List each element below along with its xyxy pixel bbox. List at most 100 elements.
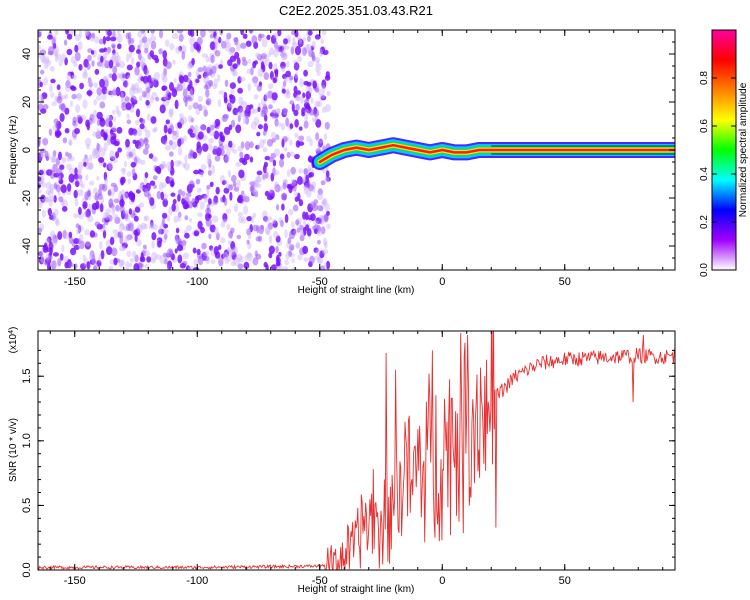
noise-blob [38, 151, 44, 160]
noise-blob [56, 53, 62, 60]
noise-blob [316, 230, 323, 236]
noise-blob [316, 70, 321, 76]
noise-blob [196, 194, 203, 201]
noise-blob [255, 175, 261, 183]
noise-blob [220, 40, 227, 49]
noise-blob [238, 169, 245, 179]
noise-blob [177, 215, 182, 222]
noise-blob [131, 168, 136, 177]
noise-blob [232, 107, 239, 116]
noise-blob [249, 30, 253, 34]
noise-blob [262, 147, 268, 153]
noise-blob [293, 109, 299, 117]
noise-blob [66, 72, 72, 81]
noise-blob [111, 52, 116, 62]
noise-blob [223, 179, 228, 185]
noise-blob [270, 152, 277, 159]
noise-blob [314, 255, 320, 261]
noise-blob [193, 102, 199, 110]
noise-blob [187, 30, 193, 36]
noise-blob [123, 160, 128, 168]
noise-blob [246, 228, 252, 233]
noise-blob [310, 200, 315, 209]
noise-blob [235, 124, 242, 134]
noise-blob [93, 265, 98, 270]
noise-blob [311, 117, 318, 123]
noise-blob [243, 205, 249, 215]
noise-blob [243, 261, 250, 269]
noise-blob [94, 148, 101, 158]
noise-blob [188, 180, 195, 189]
noise-blob [181, 116, 187, 125]
noise-blob [280, 52, 287, 58]
noise-blob [226, 223, 231, 230]
noise-blob [280, 61, 286, 69]
noise-blob [317, 188, 323, 196]
noise-blob [277, 30, 282, 37]
noise-blob [256, 84, 262, 92]
noise-blob [101, 93, 107, 101]
noise-blob [155, 96, 160, 102]
noise-blob [203, 255, 210, 261]
noise-blob [134, 254, 139, 263]
y-tick-label: 40 [21, 48, 33, 60]
noise-blob [80, 183, 85, 189]
noise-blob [267, 83, 274, 90]
noise-blob [203, 109, 208, 117]
noise-blob [110, 182, 117, 188]
noise-blob [67, 183, 72, 192]
colorbar-tick-label: 0.6 [699, 119, 710, 133]
noise-blob [214, 35, 220, 41]
noise-blob [62, 137, 68, 144]
noise-blob [304, 108, 310, 117]
noise-blob [138, 185, 144, 192]
snr-x-axis: -150 -100 -50 0 50 [49, 331, 664, 587]
noise-blob [194, 131, 198, 139]
noise-blob [184, 203, 190, 209]
noise-blob [280, 46, 285, 51]
noise-blob [312, 80, 318, 89]
noise-blob [240, 30, 244, 36]
noise-blob [324, 104, 331, 113]
noise-blob [306, 189, 312, 198]
noise-blob [52, 235, 58, 244]
noise-blob [286, 169, 291, 178]
noise-blob [86, 143, 90, 150]
noise-blob [213, 31, 217, 39]
noise-blob [61, 206, 68, 212]
noise-blob [288, 230, 296, 240]
noise-blob [315, 119, 322, 128]
noise-blob [197, 146, 202, 156]
noise-blob [109, 236, 115, 246]
noise-blob [189, 36, 196, 46]
noise-blob [282, 266, 289, 270]
noise-blob [218, 36, 222, 44]
noise-blob [291, 41, 298, 48]
noise-blob [205, 217, 212, 227]
noise-blob [273, 48, 279, 58]
noise-blob [308, 87, 313, 94]
noise-blob [38, 31, 42, 38]
noise-blob [97, 193, 103, 200]
noise-blob [240, 141, 245, 149]
noise-blob [209, 181, 214, 187]
noise-blob [295, 241, 300, 250]
x-tick-label: -50 [312, 276, 328, 288]
noise-blob [297, 135, 304, 141]
noise-blob [134, 233, 138, 242]
noise-blob [121, 246, 126, 251]
snr-multiplier-base: (x10 [8, 333, 19, 353]
noise-blob [316, 100, 323, 108]
noise-blob [290, 178, 297, 187]
noise-blob [89, 162, 94, 170]
noise-blob [124, 212, 129, 220]
noise-blob [325, 176, 331, 182]
noise-blob [166, 215, 171, 222]
noise-blob [282, 107, 289, 115]
noise-blob [298, 141, 305, 146]
noise-blob [113, 214, 119, 220]
noise-blob [88, 180, 95, 186]
colorbar-ticks: 0.0 0.2 0.4 0.6 0.8 [699, 71, 736, 277]
noise-blob [209, 130, 216, 137]
noise-blob [119, 90, 126, 98]
